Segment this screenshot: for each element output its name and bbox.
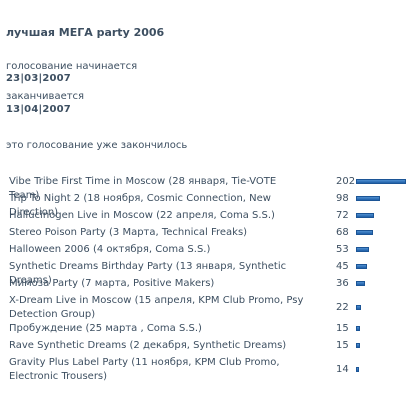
result-votes: 36 bbox=[336, 278, 349, 289]
result-bar bbox=[356, 367, 359, 372]
result-name: Пробуждение (25 марта , Coma S.S.) bbox=[9, 323, 202, 334]
result-votes: 14 bbox=[336, 364, 349, 375]
result-votes: 15 bbox=[336, 323, 349, 334]
result-bar bbox=[356, 305, 361, 310]
poll-status: это голосование уже закончилось bbox=[6, 140, 188, 151]
start-date: 23|03|2007 bbox=[6, 73, 71, 84]
result-bar bbox=[356, 343, 360, 348]
result-name: Мимоза Party (7 марта, Positive Makers) bbox=[9, 278, 215, 289]
end-label: заканчивается bbox=[6, 91, 85, 102]
result-name: Synthetic Dreams Birthday Party (13 янва… bbox=[9, 261, 287, 286]
result-name: X-Dream Live in Moscow (15 апреля, KPM C… bbox=[9, 295, 304, 320]
result-votes: 53 bbox=[336, 244, 349, 255]
result-votes: 72 bbox=[336, 210, 349, 221]
result-name: Rave Synthetic Dreams (2 декабря, Synthe… bbox=[9, 340, 287, 351]
result-bar bbox=[356, 281, 365, 286]
result-votes: 202 bbox=[336, 176, 356, 187]
result-bar bbox=[356, 326, 360, 331]
start-label: голосование начинается bbox=[6, 61, 138, 72]
result-votes: 68 bbox=[336, 227, 349, 238]
result-votes: 22 bbox=[336, 302, 349, 313]
result-votes: 15 bbox=[336, 340, 349, 351]
result-votes: 45 bbox=[336, 261, 349, 272]
result-bar bbox=[356, 213, 374, 218]
result-bar bbox=[356, 247, 369, 252]
result-bar bbox=[356, 196, 380, 201]
result-name: Vibe Tribe First Time in Moscow (28 янва… bbox=[9, 176, 277, 201]
result-votes: 98 bbox=[336, 193, 349, 204]
poll-title: лучшая МЕГА party 2006 bbox=[6, 26, 165, 39]
result-bar bbox=[356, 230, 373, 235]
end-date: 13|04|2007 bbox=[6, 104, 71, 115]
result-name: Halloween 2006 (4 октября, Coma S.S.) bbox=[9, 244, 211, 255]
result-bar bbox=[356, 179, 406, 184]
result-bar bbox=[356, 264, 367, 269]
result-name: Hallucinogen Live in Moscow (22 апреля, … bbox=[9, 210, 275, 221]
result-name: Gravity Plus Label Party (11 ноября, KPM… bbox=[9, 357, 280, 382]
result-name: Trip To Night 2 (18 ноября, Cosmic Conne… bbox=[9, 193, 271, 218]
result-name: Stereo Poison Party (3 Марта, Technical … bbox=[9, 227, 248, 238]
